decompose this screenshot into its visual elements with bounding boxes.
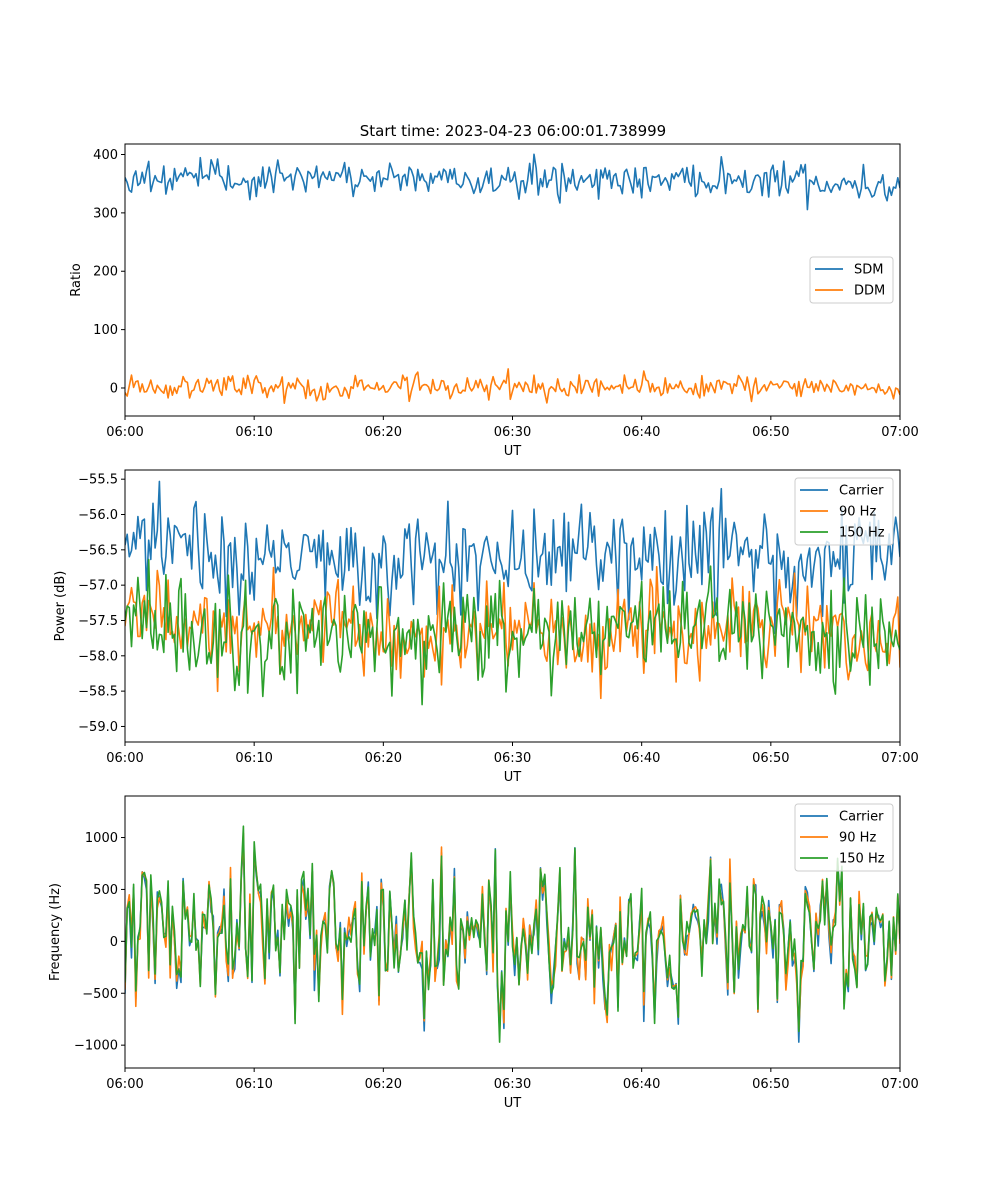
x-tick-label: 06:40	[623, 751, 660, 766]
x-tick-label: 06:10	[235, 1077, 272, 1092]
legend: SDM DDM	[809, 256, 894, 304]
x-tick-label: 06:40	[623, 1077, 660, 1092]
y-tick-label: 500	[93, 883, 118, 898]
series-line-carrier	[125, 480, 900, 635]
series-line-150-hz	[125, 558, 900, 706]
x-tick-label: 06:50	[752, 425, 789, 440]
y-axis-label: Frequency (Hz)	[48, 883, 63, 981]
plots: 06:00 06:10 06:20 06:30 06:40 06:50 07:00 0 100 2…	[48, 143, 919, 1111]
y-tick-label: 0	[110, 935, 118, 950]
y-tick-label: 400	[93, 148, 118, 163]
x-tick-label: 07:00	[881, 751, 918, 766]
x-tick-label: 06:50	[752, 751, 789, 766]
x-tick-label: 06:00	[106, 425, 143, 440]
legend: Carrier 90 Hz 150 Hz	[794, 803, 894, 872]
x-tick-label: 06:00	[106, 1077, 143, 1092]
legend-label: Carrier	[839, 810, 884, 825]
y-axis-label: Ratio	[69, 263, 84, 296]
legend-label: 150 Hz	[839, 852, 885, 867]
x-tick-label: 06:20	[365, 751, 402, 766]
legend-box	[794, 803, 894, 872]
y-tick-label: 100	[93, 323, 118, 338]
chart-panel-1: 06:00 06:10 06:20 06:30 06:40 06:50 07:00 0 100 2…	[69, 143, 919, 459]
y-tick-label: −58.0	[78, 649, 118, 664]
legend-box	[794, 477, 894, 546]
x-tick-label: 06:30	[494, 751, 531, 766]
x-tick-label: 06:40	[623, 425, 660, 440]
legend-label: 90 Hz	[839, 505, 876, 520]
figure-title: Start time: 2023-04-23 06:00:01.738999	[360, 122, 666, 140]
x-tick-label: 07:00	[881, 425, 918, 440]
y-tick-label: −1000	[74, 1039, 118, 1054]
y-tick-label: −56.0	[78, 508, 118, 523]
x-tick-label: 06:30	[494, 425, 531, 440]
y-tick-label: 300	[93, 206, 118, 221]
y-tick-label: −500	[82, 987, 118, 1002]
x-tick-label: 06:30	[494, 1077, 531, 1092]
chart-panel-3: 06:00 06:10 06:20 06:30 06:40 06:50 07:00 1000 5…	[48, 795, 919, 1111]
x-tick-label: 07:00	[881, 1077, 918, 1092]
y-tick-label: −56.5	[78, 543, 118, 558]
y-tick-label: 1000	[85, 831, 118, 846]
x-tick-label: 06:20	[365, 1077, 402, 1092]
x-tick-label: 06:20	[365, 425, 402, 440]
legend-label: DDM	[854, 284, 885, 299]
series-line-ddm	[125, 368, 900, 405]
x-axis-label: UT	[504, 1096, 522, 1111]
x-tick-label: 06:00	[106, 751, 143, 766]
legend-label: Carrier	[839, 484, 884, 499]
y-tick-label: −57.0	[78, 579, 118, 594]
x-tick-label: 06:10	[235, 751, 272, 766]
y-tick-label: −58.5	[78, 685, 118, 700]
chart-panel-2: 06:00 06:10 06:20 06:30 06:40 06:50 07:00 −55.5…	[53, 469, 919, 785]
x-tick-label: 06:50	[752, 1077, 789, 1092]
x-axis-label: UT	[504, 770, 522, 785]
y-axis-label: Power (dB)	[53, 571, 68, 642]
x-axis-label: UT	[504, 444, 522, 459]
legend-label: 150 Hz	[839, 526, 885, 541]
series-line-sdm	[125, 153, 900, 211]
y-tick-label: 0	[110, 381, 118, 396]
series-line-90-hz	[125, 565, 900, 700]
y-tick-label: −59.0	[78, 720, 118, 735]
y-tick-label: 200	[93, 265, 118, 280]
series-line-150-hz	[125, 825, 900, 1043]
y-tick-label: −55.5	[78, 473, 118, 488]
legend: Carrier 90 Hz 150 Hz	[794, 477, 894, 546]
x-tick-label: 06:10	[235, 425, 272, 440]
legend-label: SDM	[854, 263, 883, 278]
y-tick-label: −57.5	[78, 614, 118, 629]
legend-label: 90 Hz	[839, 831, 876, 846]
